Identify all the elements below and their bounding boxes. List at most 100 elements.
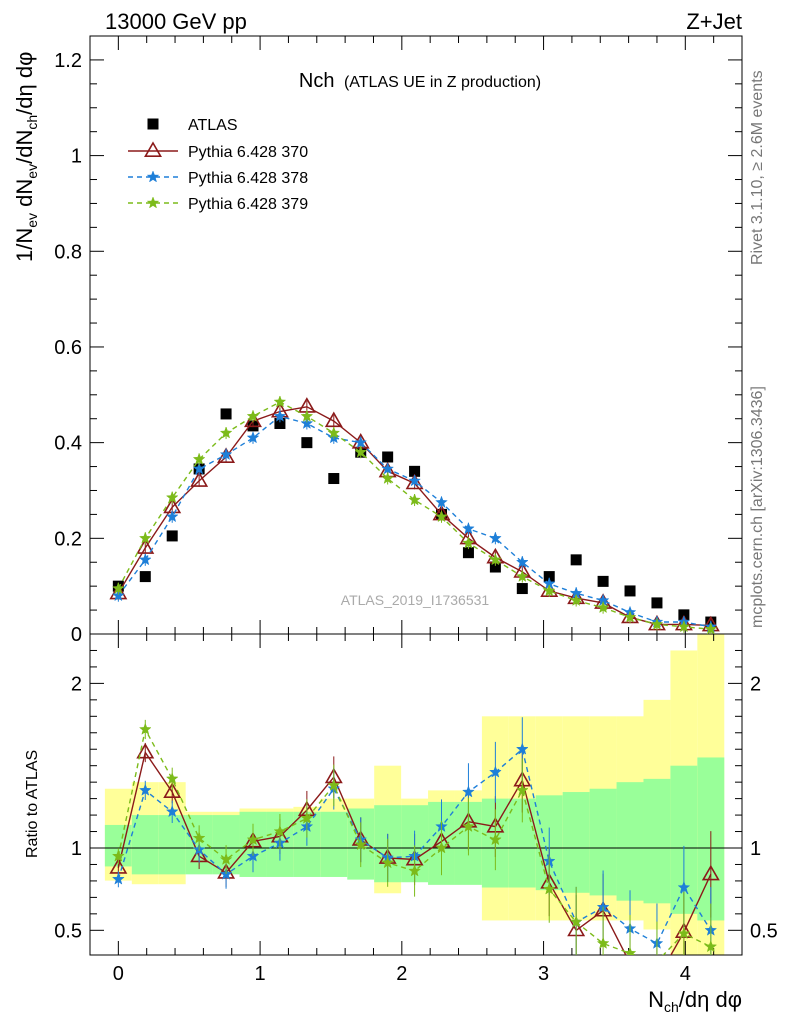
series-point — [273, 409, 287, 422]
series-point — [192, 462, 206, 475]
y-tick-label: 0.4 — [54, 433, 82, 455]
series-point — [165, 510, 179, 523]
series-point — [677, 620, 691, 633]
series-line — [117, 401, 711, 630]
ratio-point — [435, 841, 448, 854]
ratio-point — [677, 880, 691, 893]
series-point — [273, 395, 287, 408]
ratio-point — [111, 872, 125, 885]
band-inner — [131, 815, 159, 875]
ratio-y-tick-label-right: 0.5 — [750, 920, 778, 942]
x-tick-label: 1 — [255, 963, 266, 985]
ratio-point — [489, 765, 502, 778]
ratio-point — [136, 742, 155, 759]
y-tick-label: 0 — [71, 624, 82, 646]
ratio-y-tick-label: 1 — [71, 838, 82, 860]
x-tick-label: 4 — [680, 963, 691, 985]
ratio-point — [381, 856, 395, 869]
ratio-line — [117, 747, 712, 945]
ratio-point — [138, 783, 152, 796]
series-point — [192, 452, 206, 465]
rivet-label: Rivet 3.1.10, ≥ 2.6M events — [749, 70, 766, 265]
header-process: Z+Jet — [686, 9, 742, 34]
ratio-point — [569, 915, 583, 928]
data-point — [570, 554, 582, 566]
band-inner — [158, 815, 186, 875]
chart-title: Nch (ATLAS UE in Z production) — [299, 70, 541, 92]
legend-entry: ATLAS — [147, 117, 238, 134]
series-point — [650, 617, 664, 630]
band-inner — [643, 778, 671, 904]
ratio-point — [489, 833, 502, 846]
ratio-line — [117, 727, 712, 955]
data-point — [489, 561, 501, 573]
legend-marker — [146, 196, 160, 209]
ratio-point — [246, 833, 260, 846]
ratio-point — [515, 783, 529, 796]
series-point — [515, 569, 529, 582]
ratio-y-axis-label: Ratio to ATLAS — [24, 750, 41, 858]
ratio-point — [629, 953, 631, 955]
ratio-series — [109, 717, 720, 985]
chart-title-main: Nch — [299, 70, 335, 92]
series-point — [300, 409, 314, 422]
legend-marker — [146, 170, 160, 183]
ratio-point — [408, 864, 421, 877]
x-tick-label: 0 — [113, 963, 124, 985]
series-point — [354, 445, 368, 458]
data-point — [382, 451, 394, 463]
series-point — [489, 553, 502, 566]
legend-label: Pythia 6.428 370 — [188, 144, 308, 161]
legend-label: ATLAS — [188, 117, 238, 134]
data-point — [328, 473, 340, 485]
ratio-point — [300, 811, 314, 824]
axis-ticks: 0 1 2 3 4 0 0.2 0.4 0.6 0.8 1 1.2 0.5 0.5 1 1 2 2 — [54, 36, 778, 985]
y-tick-label: 0.6 — [54, 337, 82, 359]
data-point — [597, 575, 609, 587]
data-point — [543, 571, 555, 583]
series-point — [217, 447, 236, 463]
ratio-bands — [90, 634, 742, 955]
series-point — [300, 416, 314, 429]
ratio-point — [649, 972, 664, 985]
plot-frames — [89, 35, 743, 956]
series-point — [138, 553, 152, 566]
series-point — [569, 593, 583, 606]
ratio-point — [462, 819, 475, 833]
series-point — [408, 474, 421, 487]
series-point — [462, 536, 475, 549]
series-point — [244, 411, 262, 428]
series-point — [111, 588, 125, 602]
series-point — [435, 510, 448, 523]
ratio-point — [701, 864, 720, 881]
data-point — [274, 418, 286, 430]
ratio-point — [163, 782, 182, 799]
header-energy: 13000 GeV pp — [105, 9, 247, 34]
main-series — [109, 395, 720, 634]
series-point — [190, 471, 209, 487]
ratio-y-tick-label: 0.5 — [54, 920, 82, 942]
ratio-point — [192, 831, 206, 844]
x-tick-label: 3 — [538, 963, 549, 985]
ratio-point — [273, 824, 287, 837]
legend-label: Pythia 6.428 379 — [188, 196, 308, 213]
series-point — [381, 471, 395, 485]
y-axis-label: 1/Nev dNev/dNch/dη dφ — [12, 52, 40, 262]
series-point — [165, 491, 179, 504]
y-tick-label: 1.2 — [54, 50, 82, 72]
series-point — [623, 610, 637, 623]
series-point — [542, 584, 556, 597]
series-point — [327, 426, 341, 439]
ratio-point — [165, 805, 179, 818]
data-point — [409, 465, 421, 477]
series-point — [435, 495, 448, 508]
series-point — [111, 581, 125, 594]
legend-entry: Pythia 6.428 379 — [128, 196, 308, 213]
ratio-y-tick-label-right: 2 — [750, 673, 761, 695]
series-point — [138, 531, 152, 544]
ratio-point — [596, 936, 610, 949]
ratio-point — [515, 742, 529, 755]
ratio-point — [111, 849, 125, 862]
x-axis-label: Nch/dη dφ — [648, 987, 742, 1015]
